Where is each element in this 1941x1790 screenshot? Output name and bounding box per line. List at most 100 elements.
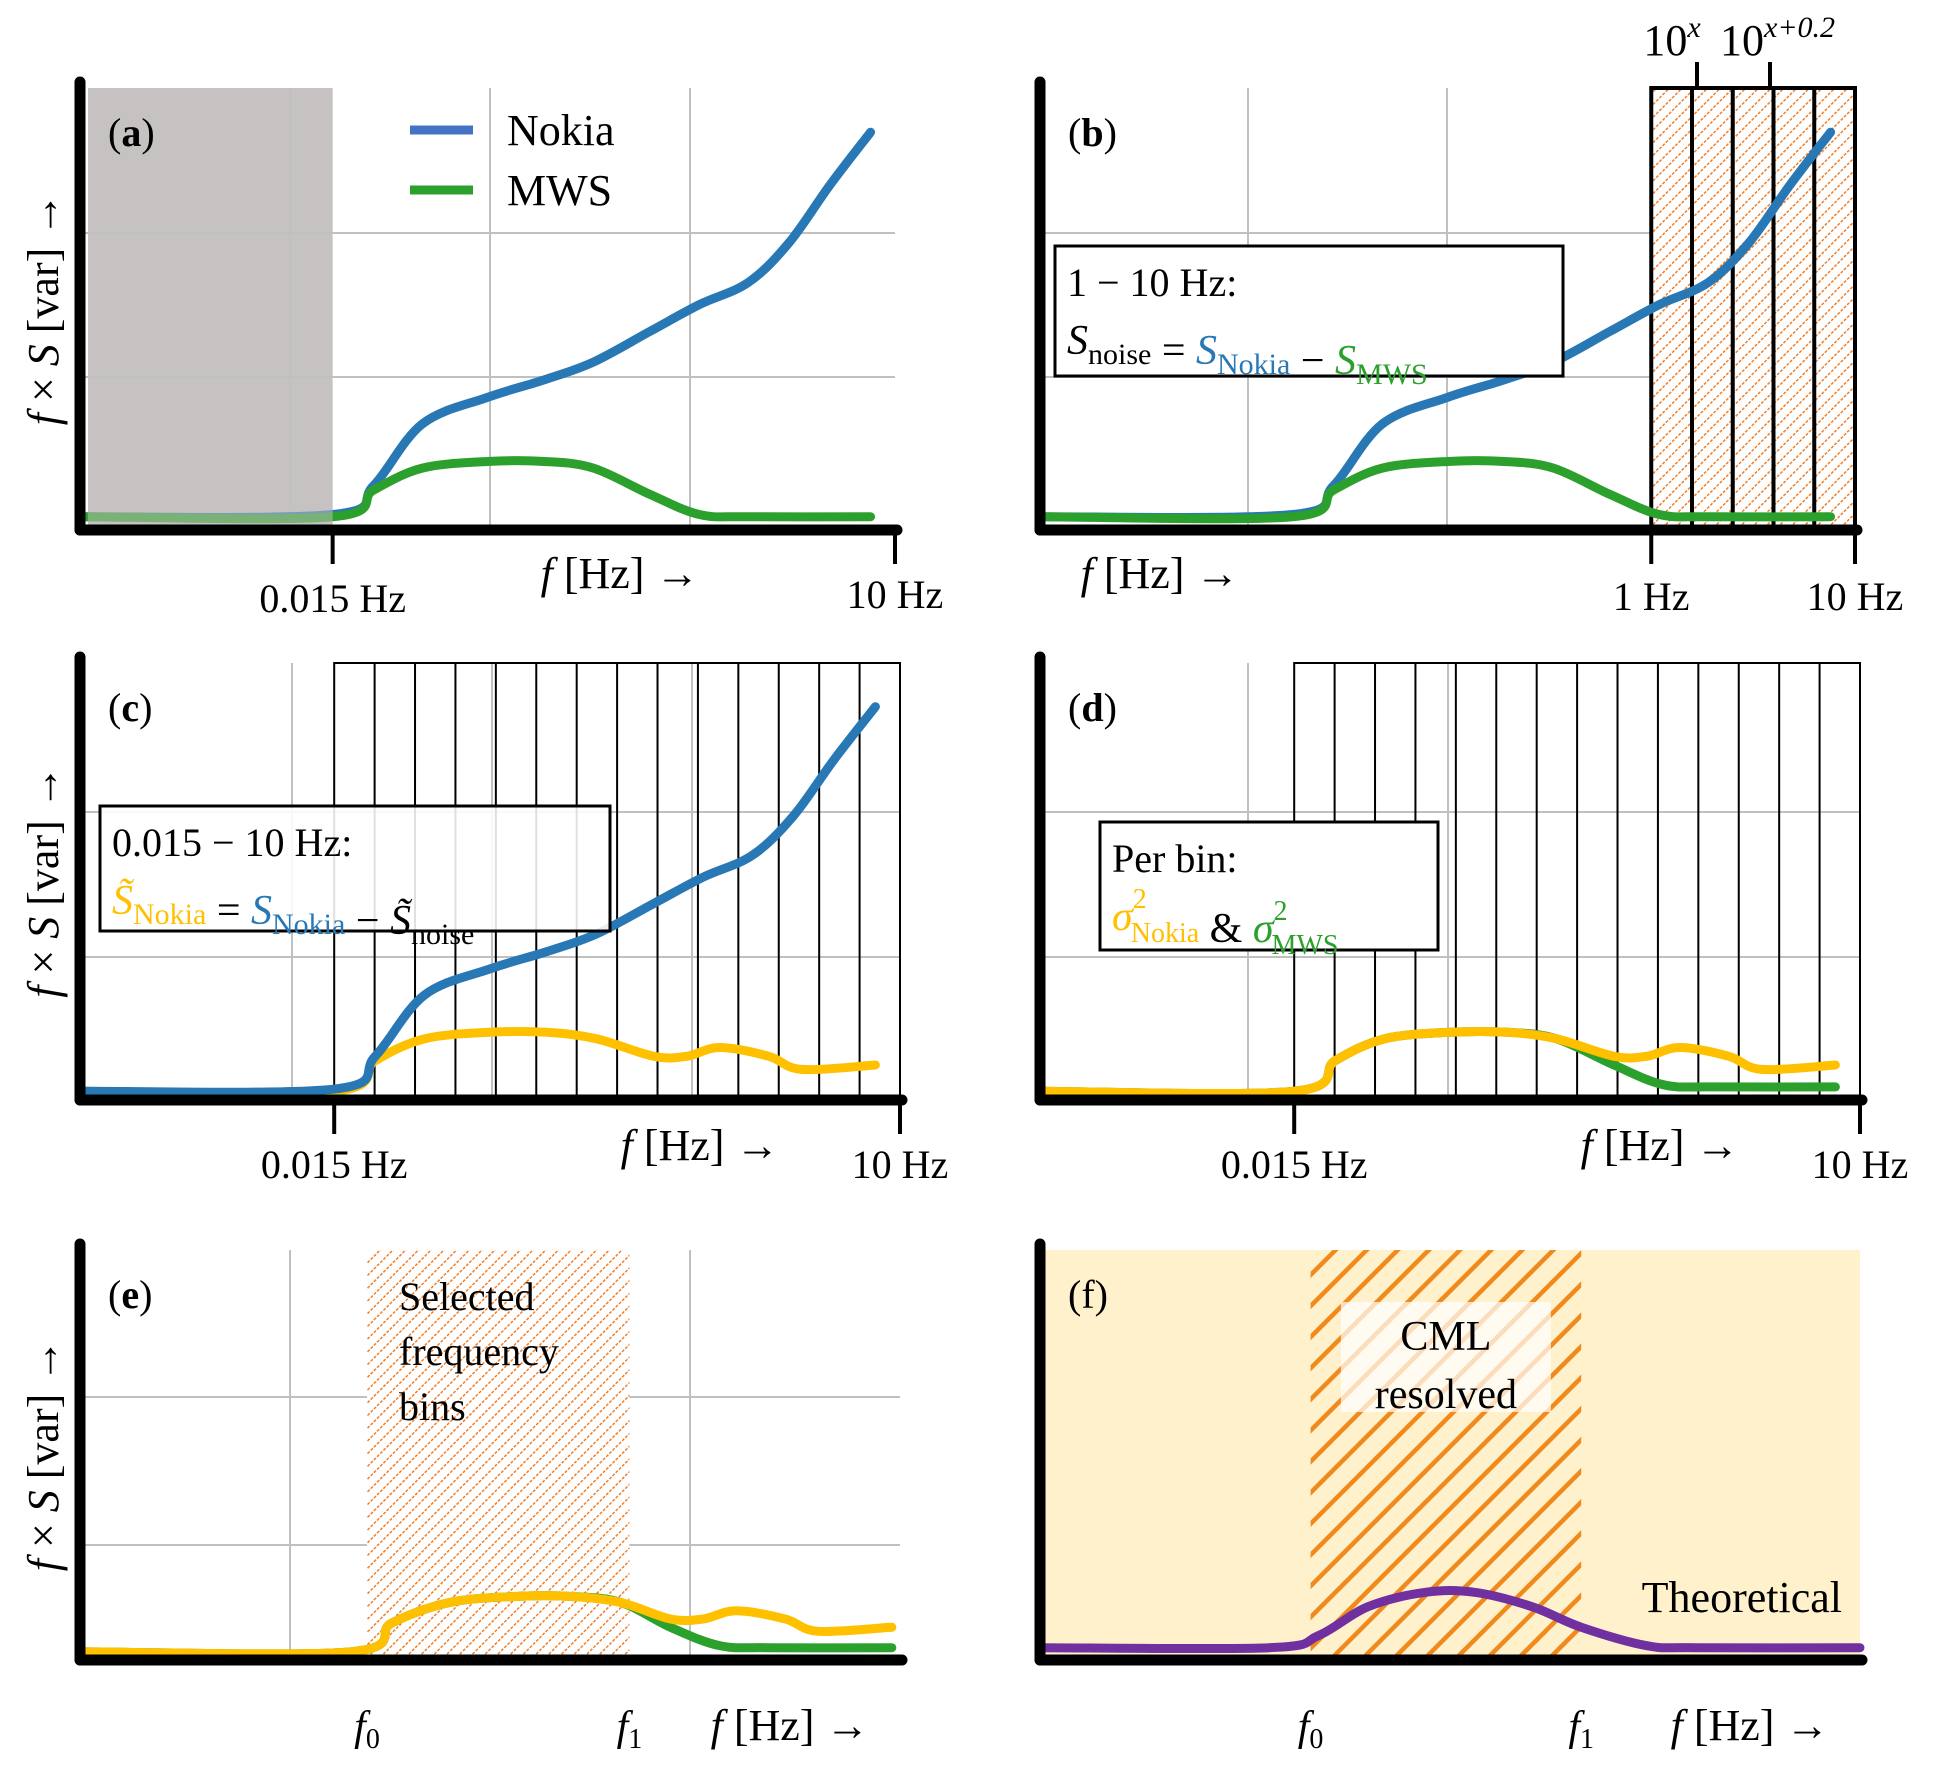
- panel-label-close: ): [1104, 110, 1117, 155]
- annotation-box: [98, 804, 612, 933]
- x-axis-unit: [Hz]: [1104, 549, 1196, 598]
- series-line-nokia-sigma: [1035, 1026, 1840, 1099]
- y-axis-label: f × S [var] →: [19, 193, 68, 426]
- x-axis-unit: [Hz]: [1694, 1701, 1786, 1750]
- x-axis-arrow: →: [735, 1121, 779, 1170]
- x-tick-label: 0.015 Hz: [261, 1142, 408, 1187]
- y-axis-arrow: →: [19, 1339, 68, 1383]
- x-axis-symbol: f: [1671, 1701, 1694, 1750]
- tick-subscript: 1: [628, 1724, 642, 1755]
- panel-label: (f): [1068, 1272, 1108, 1317]
- equation-term: S: [1196, 328, 1217, 374]
- panel-label-close: ): [141, 110, 154, 155]
- tick-subscript: 0: [366, 1724, 380, 1755]
- equation-subscript: noise: [411, 918, 474, 951]
- panel-label-open: (: [1068, 110, 1081, 155]
- equation-superscript: 2: [1274, 896, 1288, 927]
- y-axis-arrow: →: [19, 765, 68, 809]
- y-axis-unit: [var]: [19, 809, 68, 917]
- x-axis-arrow: →: [1195, 549, 1239, 598]
- tick-subscript: 0: [1309, 1724, 1323, 1755]
- annotation-equation: S̃Nokia = SNokia − S̃noise: [112, 878, 474, 951]
- hatched-bin-region: [1649, 86, 1857, 532]
- x-tick-label: 10 Hz: [1807, 574, 1904, 619]
- x-axis-label: f [Hz] →: [621, 1121, 780, 1170]
- panel-b: 1 Hz 10 Hzf [Hz] →(b)10x 10x+0.21 − 10 Hz:…: [1034, 11, 1904, 619]
- panel-label-close: ): [139, 685, 152, 730]
- y-axis-label: f × S [var] →: [19, 1339, 68, 1572]
- series-line-theoretical: [1035, 1586, 1865, 1654]
- series-line-nokia: [75, 702, 880, 1097]
- panel-label-open: (: [1068, 1272, 1081, 1317]
- panel-label-close: ): [1104, 685, 1117, 730]
- series-line-mws: [75, 456, 876, 524]
- panel-label: (c): [108, 685, 152, 730]
- x-axis-label: f [Hz] →: [711, 1701, 870, 1750]
- x-axis-symbol: f: [541, 549, 564, 598]
- equation-subscript: noise: [1088, 338, 1151, 371]
- y-axis-symbol-s: S: [19, 344, 68, 366]
- x-axis-label: f [Hz] →: [1581, 1121, 1740, 1170]
- panel-label: (a): [108, 110, 155, 155]
- excluded-region-shade: [88, 88, 333, 530]
- series-line-mws: [1035, 1026, 1840, 1099]
- x-axis-label: f [Hz] →: [541, 549, 700, 598]
- equation-term: −: [1290, 338, 1335, 384]
- panel-label-letter: f: [1081, 1272, 1095, 1317]
- y-axis-unit: [var]: [19, 1383, 68, 1491]
- y-axis-unit: [var]: [19, 237, 68, 345]
- panel-label: (d): [1068, 685, 1117, 730]
- x-tick-label: 0.015 Hz: [1221, 1142, 1368, 1187]
- y-axis-symbol-s: S: [19, 1490, 68, 1512]
- x-tick-label: 10 Hz: [847, 572, 944, 617]
- y-axis-times: ×: [19, 366, 68, 413]
- equation-term: −: [345, 898, 390, 944]
- region-label-line: CML: [1400, 1314, 1491, 1360]
- equation-term: =: [1151, 328, 1196, 374]
- equation-subscript: Nokia: [1217, 348, 1290, 381]
- equation-term: σ: [1112, 894, 1135, 940]
- x-axis-unit: [Hz]: [1604, 1121, 1696, 1170]
- annotation-title: 1 − 10 Hz:: [1067, 260, 1237, 305]
- panel-label-open: (: [1068, 685, 1081, 730]
- x-axis-unit: [Hz]: [734, 1701, 826, 1750]
- x-axis-symbol: f: [711, 1701, 734, 1750]
- equation-term: S: [1335, 338, 1356, 384]
- x-tick-label: 10 Hz: [852, 1142, 949, 1187]
- x-tick-label: f0: [354, 1704, 380, 1755]
- bin-edge-exponent: x+0.2: [1763, 11, 1835, 44]
- equation-subscript: Nokia: [272, 908, 345, 941]
- x-axis-arrow: →: [655, 549, 699, 598]
- y-axis-label: f × S [var] →: [19, 765, 68, 998]
- x-axis-label: f [Hz] →: [1671, 1701, 1830, 1750]
- x-axis-label: f [Hz] →: [1081, 549, 1240, 598]
- x-tick-label: 0.015 Hz: [259, 576, 406, 621]
- panel-c: 0.015 Hz 10 Hzf [Hz] →f × S [var] →(c)0.0…: [19, 651, 949, 1187]
- annotation-box: [1053, 244, 1565, 378]
- panel-label: (b): [1068, 110, 1117, 155]
- tick-subscript: 1: [1580, 1724, 1594, 1755]
- bin-edge-exponent: x: [1686, 11, 1701, 44]
- bin-edge-base: 10: [1643, 16, 1687, 65]
- equation-term: &: [1199, 906, 1253, 952]
- x-tick-label: 1 Hz: [1613, 574, 1690, 619]
- equation-term: S̃: [390, 898, 413, 944]
- series-label-theoretical: Theoretical: [1642, 1573, 1842, 1622]
- legend-label-mws: MWS: [507, 166, 612, 215]
- series-line-nokia-sigma: [75, 1591, 897, 1659]
- region-label-line: frequency: [399, 1329, 559, 1374]
- x-axis-arrow: →: [1785, 1701, 1829, 1750]
- panel-label-letter: d: [1081, 685, 1103, 730]
- bin-edge-base: 10: [1720, 16, 1764, 65]
- equation-subscript: Nokia: [1131, 918, 1200, 949]
- panel-label-letter: c: [121, 685, 139, 730]
- equation-subscript: Nokia: [133, 898, 206, 931]
- annotation-box: [1098, 820, 1440, 952]
- bin-edge-label: 10x+0.2: [1720, 11, 1835, 65]
- equation-superscript: 2: [1133, 884, 1147, 915]
- x-axis-arrow: →: [825, 1701, 869, 1750]
- equation-subscript: MWS: [1272, 930, 1339, 961]
- panel-label: (e): [108, 1272, 152, 1317]
